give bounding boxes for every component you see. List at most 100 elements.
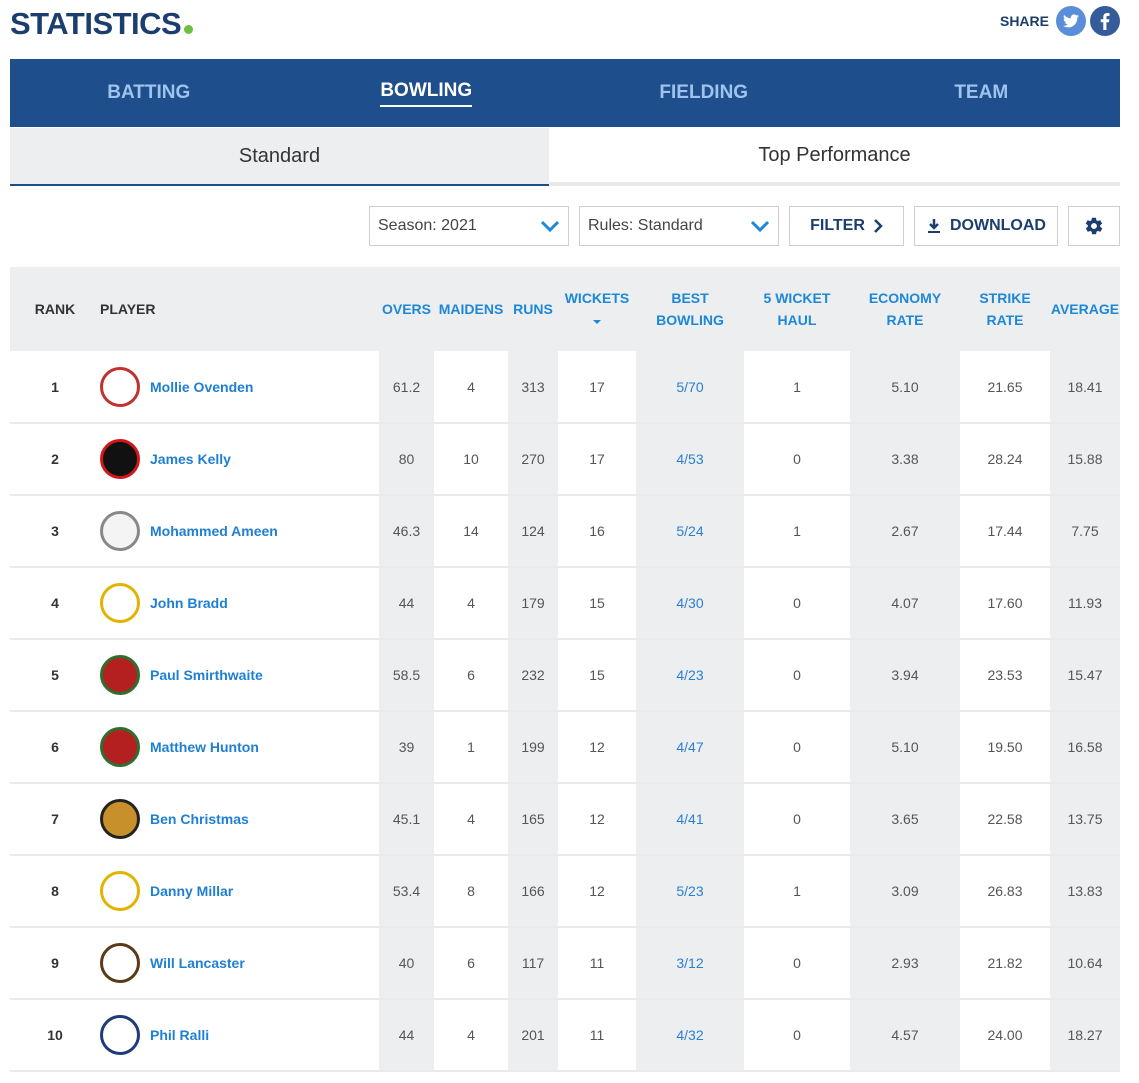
table-row[interactable]: 4 John Bradd 44 4 179 15 4/30 0 4.07 17.60 11.93 [10, 567, 1120, 639]
tab-team-label: TEAM [954, 82, 1009, 103]
player-name-link[interactable]: Danny Millar [150, 883, 234, 899]
sort-desc-icon [593, 320, 601, 324]
best-cell[interactable]: 4/23 [636, 639, 744, 711]
header-rank[interactable]: RANK [34, 301, 76, 317]
rank-cell: 3 [51, 523, 59, 539]
header-overs[interactable]: OVERS [381, 301, 431, 317]
club-badge-icon [100, 727, 140, 767]
season-select[interactable]: Season: 2021 [369, 206, 569, 246]
table-row[interactable]: 9 Will Lancaster 40 6 117 11 3/12 0 2.93 21.82 10.… [10, 927, 1120, 999]
chevron-down-icon [540, 220, 560, 232]
player-name-link[interactable]: Mohammed Ameen [150, 523, 278, 539]
twitter-share-button[interactable] [1056, 6, 1086, 36]
player-name-link[interactable]: Mollie Ovenden [150, 378, 254, 395]
header-best-line2: BOWLING [656, 312, 724, 328]
header-5-wicket-haul[interactable]: 5 WICKET HAUL [744, 267, 850, 351]
table-row[interactable]: 10 Phil Ralli 44 4 201 11 4/32 0 4.57 24.00 18.27 [10, 999, 1120, 1071]
page-header: STATISTICS SHARE [10, 0, 1120, 58]
club-badge-icon [100, 943, 140, 983]
player-cell: Mollie Ovenden [100, 351, 379, 423]
header-average[interactable]: AVERAGE [1050, 301, 1120, 317]
table-header-row: RANK PLAYER OVERS MAIDENS RUNS WICKETS B… [10, 267, 1120, 351]
haul-cell: 0 [793, 1027, 801, 1043]
tab-batting[interactable]: BATTING [10, 59, 288, 127]
facebook-share-button[interactable] [1090, 6, 1120, 36]
download-button[interactable]: DOWNLOAD [914, 206, 1058, 246]
tab-team[interactable]: TEAM [843, 59, 1121, 127]
table-row[interactable]: 1 Mollie Ovenden 61.2 4 313 17 5/70 1 5.10 21.65 1… [10, 351, 1120, 423]
rank-cell: 6 [51, 739, 59, 755]
overs-cell: 46.3 [379, 495, 434, 567]
runs-cell: 166 [508, 855, 558, 927]
player-wrap: James Kelly [100, 439, 379, 479]
player-name-link[interactable]: Phil Ralli [150, 1027, 210, 1043]
table-row[interactable]: 7 Ben Christmas 45.1 4 165 12 4/41 0 3.65 22.58 13… [10, 783, 1120, 855]
table-row[interactable]: 5 Paul Smirthwaite 58.5 6 232 15 4/23 0 3.94 23.5… [10, 639, 1120, 711]
filter-button[interactable]: FILTER [789, 206, 904, 246]
player-cell: Phil Ralli [100, 999, 379, 1071]
tab-batting-label: BATTING [107, 82, 191, 103]
best-cell[interactable]: 4/32 [636, 999, 744, 1071]
club-badge-icon [100, 1015, 140, 1055]
header-strike-rate[interactable]: STRIKE RATE [960, 267, 1050, 351]
econ-cell: 3.94 [850, 639, 960, 711]
best-cell[interactable]: 5/70 [636, 351, 744, 423]
wickets-cell: 15 [589, 667, 605, 683]
tab-fielding-label: FIELDING [659, 82, 749, 103]
subtab-standard[interactable]: Standard [10, 128, 549, 186]
haul-cell: 0 [793, 739, 801, 755]
sub-tabs: Standard Top Performance [10, 128, 1120, 186]
header-maidens[interactable]: MAIDENS [438, 301, 504, 317]
rules-select[interactable]: Rules: Standard [579, 206, 779, 246]
maidens-cell: 4 [467, 811, 475, 827]
header-best-line1: BEST [671, 290, 709, 306]
header-wickets-label: WICKETS [564, 290, 630, 306]
overs-cell: 40 [379, 927, 434, 999]
best-cell[interactable]: 5/23 [636, 855, 744, 927]
best-cell[interactable]: 4/41 [636, 783, 744, 855]
average-cell: 7.75 [1050, 495, 1120, 567]
runs-cell: 232 [508, 639, 558, 711]
econ-cell: 4.07 [850, 567, 960, 639]
overs-cell: 45.1 [379, 783, 434, 855]
average-cell: 15.88 [1050, 423, 1120, 495]
rank-cell: 7 [51, 811, 59, 827]
best-cell[interactable]: 4/53 [636, 423, 744, 495]
best-cell[interactable]: 5/24 [636, 495, 744, 567]
table-row[interactable]: 6 Matthew Hunton 39 1 199 12 4/47 0 5.10 19.50 16.… [10, 711, 1120, 783]
header-player[interactable]: PLAYER [100, 301, 156, 317]
stats-tabs: BATTING BOWLING FIELDING TEAM [10, 59, 1120, 127]
tab-bowling[interactable]: BOWLING [288, 59, 566, 127]
player-name-link[interactable]: Matthew Hunton [150, 739, 259, 755]
header-wickets[interactable]: WICKETS [558, 267, 636, 351]
header-economy-rate[interactable]: ECONOMY RATE [850, 267, 960, 351]
player-name-link[interactable]: Ben Christmas [150, 811, 249, 827]
runs-cell: 270 [508, 423, 558, 495]
tab-fielding[interactable]: FIELDING [565, 59, 843, 127]
share-label: SHARE [999, 13, 1049, 29]
header-runs[interactable]: RUNS [513, 301, 553, 317]
best-cell[interactable]: 4/30 [636, 567, 744, 639]
player-name-link[interactable]: James Kelly [150, 451, 231, 467]
average-cell: 13.83 [1050, 855, 1120, 927]
settings-button[interactable] [1068, 206, 1120, 246]
average-cell: 15.47 [1050, 639, 1120, 711]
player-name-link[interactable]: Will Lancaster [150, 955, 245, 971]
header-best-bowling[interactable]: BEST BOWLING [636, 267, 744, 351]
wickets-cell: 15 [589, 595, 605, 611]
maidens-cell: 1 [467, 739, 475, 755]
best-cell[interactable]: 3/12 [636, 927, 744, 999]
table-row[interactable]: 3 Mohammed Ameen 46.3 14 124 16 5/24 1 2.67 17.44… [10, 495, 1120, 567]
player-wrap: John Bradd [100, 583, 379, 623]
player-name-link[interactable]: Paul Smirthwaite [150, 667, 263, 683]
player-wrap: Phil Ralli [100, 1015, 379, 1055]
table-row[interactable]: 8 Danny Millar 53.4 8 166 12 5/23 1 3.09 26.83 13.… [10, 855, 1120, 927]
maidens-cell: 4 [467, 595, 475, 611]
download-button-label: DOWNLOAD [950, 217, 1046, 234]
subtab-top-performance[interactable]: Top Performance [549, 128, 1120, 182]
best-cell[interactable]: 4/47 [636, 711, 744, 783]
maidens-cell: 14 [463, 523, 479, 539]
table-row[interactable]: 2 James Kelly 80 10 270 17 4/53 0 3.38 28.24 15.88 [10, 423, 1120, 495]
club-badge-icon [100, 799, 140, 839]
player-name-link[interactable]: John Bradd [150, 595, 228, 611]
